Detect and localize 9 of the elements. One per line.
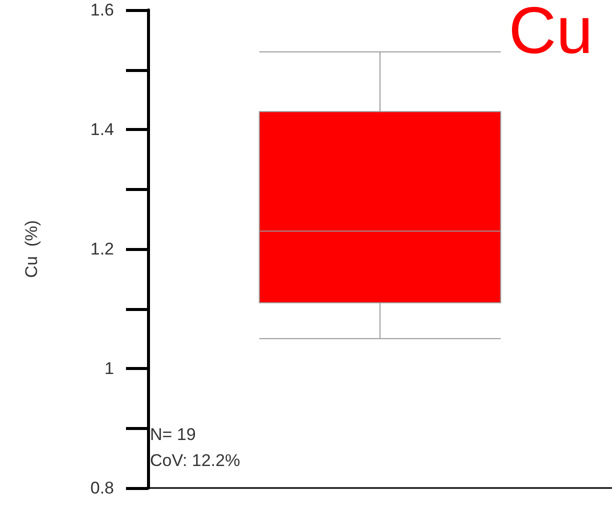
annotation: N= 19 [150, 425, 196, 444]
annotation: CoV: 12.2% [150, 451, 240, 470]
y-tick-label: 1 [104, 359, 114, 378]
y-tick-label: 1.4 [90, 120, 114, 139]
y-tick-label: 1.6 [90, 0, 114, 20]
y-tick-label: 1.2 [90, 240, 114, 258]
y-tick-label: 0.8 [90, 478, 114, 498]
chart-title: Cu [508, 0, 594, 67]
y-axis-title: Cu (%) [22, 220, 41, 278]
